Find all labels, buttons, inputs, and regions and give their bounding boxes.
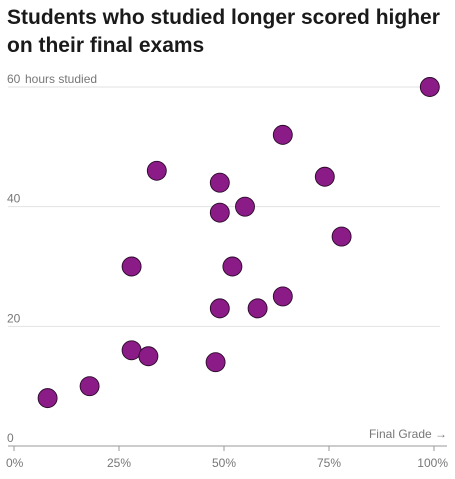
y-tick-label: 60 [7,72,21,86]
x-tick-labels: 0% 25% 50% 75% 100% [6,456,448,470]
y-tick-label: 0 [7,431,14,445]
x-tick-label: 50% [212,456,236,470]
data-point [272,286,293,307]
x-axis-title: Final Grade → [369,427,447,441]
data-points [37,77,440,409]
data-point [272,124,293,145]
data-point [138,346,159,367]
data-point [37,388,58,409]
data-point [146,160,167,181]
x-tick-label: 75% [317,456,341,470]
y-axis-title: hours studied [25,72,97,86]
chart-title: Students who studied longer scored highe… [7,6,440,57]
y-tick-labels: 0 20 40 60 [7,72,21,445]
x-tick-label: 25% [107,456,131,470]
y-tick-label: 40 [7,192,21,206]
data-point [209,298,230,319]
data-point [419,77,440,97]
data-point [222,256,243,277]
data-point [205,352,226,373]
data-point [247,298,268,319]
x-tick-label: 100% [417,456,448,470]
x-tick-label: 0% [6,456,24,470]
data-point [121,256,142,277]
data-point [121,340,142,361]
data-point [314,166,335,187]
data-point [79,376,100,397]
data-point [331,226,352,247]
y-tick-label: 20 [7,311,21,325]
data-point [235,196,255,217]
x-tick-marks [13,446,435,451]
data-point [209,172,230,193]
data-point [209,202,230,223]
